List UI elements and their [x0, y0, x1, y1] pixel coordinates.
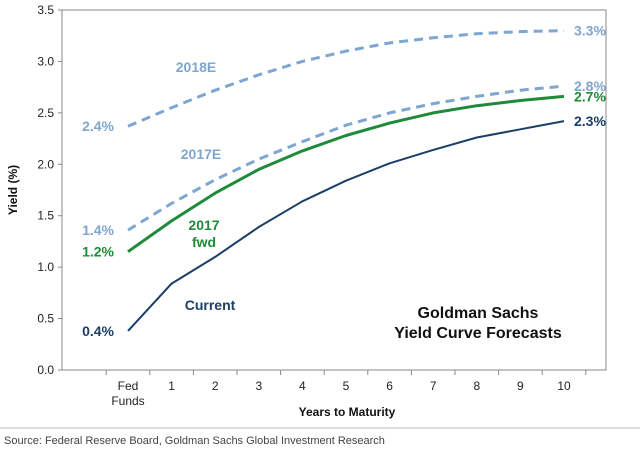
y-axis-title: Yield (%) [6, 165, 20, 215]
y-tick-label: 1.0 [37, 260, 54, 274]
end-value-label-current: 2.3% [574, 113, 606, 129]
start-value-label-2017-fwd: 1.2% [82, 244, 114, 260]
x-tick-label: 6 [386, 379, 393, 393]
x-tick-label: 8 [473, 379, 480, 393]
series-name-label-2018e: 2018E [176, 59, 216, 75]
chart-title-line1: Goldman Sachs [418, 305, 539, 322]
x-tick-label: Fed [118, 379, 139, 393]
x-tick-label: 5 [343, 379, 350, 393]
series-name-label-2017-fwd: 2017 [188, 217, 219, 233]
series-labels: 2.4% 3.3% 2018E 1.4% 2.8% 2017E 1.2% 2.7% 2017fw… [82, 23, 606, 339]
series-name-label-current: Current [185, 297, 236, 313]
series-line-2017-fwd [127, 94, 565, 253]
y-tick-label: 3.0 [37, 54, 54, 68]
chart-title-line2: Yield Curve Forecasts [394, 325, 562, 342]
y-tick-label: 1.5 [37, 209, 54, 223]
series-line-2018e [127, 29, 565, 128]
series-line-current [127, 120, 565, 332]
plot-area [61, 9, 607, 371]
series-line-2017e [127, 84, 565, 232]
series-name-label-2017e: 2017E [181, 146, 221, 162]
y-tick-label: 2.5 [37, 106, 54, 120]
y-tick-label: 2.0 [37, 157, 54, 171]
start-value-label-2018e: 2.4% [82, 118, 114, 134]
series-name-label-2017-fwd: fwd [192, 234, 216, 250]
x-tick-label: 1 [168, 379, 175, 393]
start-value-label-current: 0.4% [82, 323, 114, 339]
x-tick-label: 7 [430, 379, 437, 393]
series-lines [127, 29, 565, 332]
source-note: Source: Federal Reserve Board, Goldman S… [4, 435, 385, 447]
end-value-label-2017-fwd: 2.7% [574, 88, 606, 104]
x-tick-label: 4 [299, 379, 306, 393]
end-value-label-2017e: 2.8% [574, 78, 606, 94]
x-tick-label: 2 [212, 379, 219, 393]
y-axis-ticks: 0.0 0.5 1.0 1.5 2.0 2.5 3.0 3.5 [37, 3, 62, 377]
x-tick-label: 3 [255, 379, 262, 393]
end-value-label-2018e: 3.3% [574, 23, 606, 39]
x-tick-label: 9 [517, 379, 524, 393]
start-value-label-2017e: 1.4% [82, 222, 114, 238]
x-tick-label-line2: Funds [111, 394, 144, 408]
x-axis-title: Years to Maturity [299, 405, 396, 419]
y-tick-label: 0.0 [37, 363, 54, 377]
y-tick-label: 3.5 [37, 3, 54, 17]
y-tick-label: 0.5 [37, 312, 54, 326]
x-tick-label: 10 [557, 379, 571, 393]
